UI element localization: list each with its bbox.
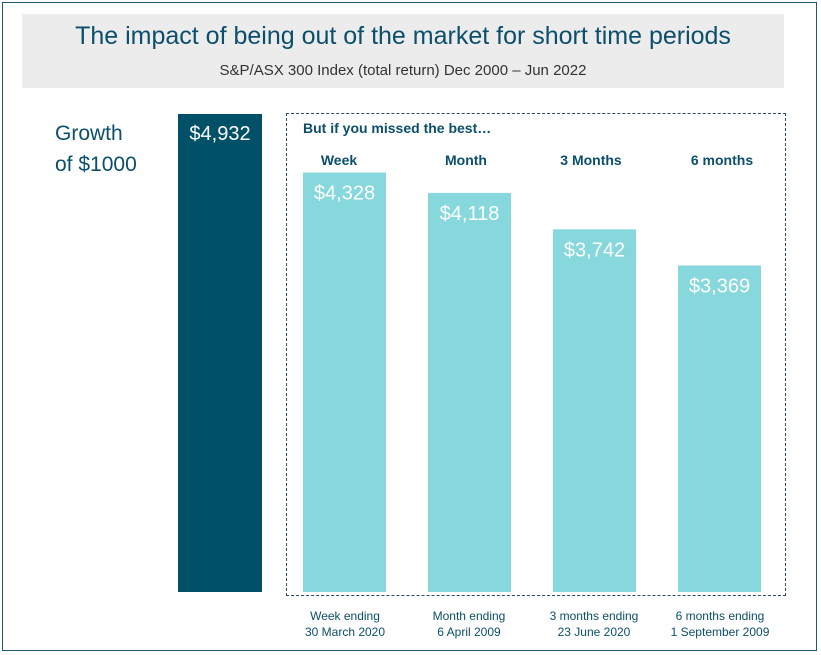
chart-title: The impact of being out of the market fo… xyxy=(75,22,731,50)
category-label-2: Month xyxy=(445,152,487,168)
bar-missed-3 xyxy=(553,229,636,592)
bar-total xyxy=(178,114,262,592)
period-label-3-line2: 23 June 2020 xyxy=(558,625,631,639)
chart-header: The impact of being out of the market fo… xyxy=(22,14,784,88)
period-label-4-line2: 1 September 2009 xyxy=(671,625,770,639)
bar-missed-2 xyxy=(428,192,511,592)
period-label-3-line1: 3 months ending xyxy=(550,609,639,623)
bar-missed-1 xyxy=(303,172,386,593)
chart-subtitle: S&P/ASX 300 Index (total return) Dec 200… xyxy=(219,62,587,79)
period-label-2-line2: 6 April 2009 xyxy=(437,625,501,639)
category-label-3: 3 Months xyxy=(560,152,622,168)
value-label-2: $4,118 xyxy=(440,203,500,225)
value-label-3: $3,742 xyxy=(564,239,625,261)
category-label-1: Week xyxy=(321,152,358,168)
period-label-4-line1: 6 months ending xyxy=(676,609,765,623)
missed-best-box xyxy=(286,113,786,596)
growth-label-line1: Growth xyxy=(55,122,123,145)
growth-label-line2: of $1000 xyxy=(55,153,137,176)
period-label-1-line1: Week ending xyxy=(310,609,380,623)
bar-missed-4 xyxy=(678,265,761,592)
missed-best-title: But if you missed the best… xyxy=(303,120,492,136)
value-label-total: $4,932 xyxy=(189,123,250,145)
category-label-4: 6 months xyxy=(691,152,753,168)
value-label-4: $3,369 xyxy=(689,275,750,297)
value-label-1: $4,328 xyxy=(314,183,375,205)
period-label-2-line1: Month ending xyxy=(433,609,506,623)
period-label-1-line2: 30 March 2020 xyxy=(305,625,385,639)
growth-label: Growth of $1000 xyxy=(55,118,175,180)
